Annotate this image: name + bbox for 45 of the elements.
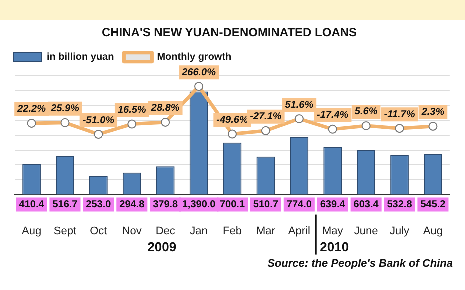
x-tick-label: Sept: [54, 225, 77, 238]
source-note: Source: the People's Bank of China: [268, 258, 453, 270]
x-tick-label: May: [322, 225, 344, 238]
x-tick-label: Dec: [156, 225, 176, 238]
data-label: 253.0: [86, 200, 112, 211]
data-label: 22.2%: [16, 104, 46, 116]
legend-label: Monthly growth: [157, 52, 232, 64]
x-tick-label: Oct: [90, 225, 108, 238]
data-label: 532.8: [387, 200, 413, 211]
x-tick-label: July: [390, 225, 410, 238]
data-label: 774.0: [286, 200, 312, 211]
data-label: 2.3%: [420, 107, 445, 118]
text: 2010: [320, 239, 350, 254]
data-label: 28.8%: [150, 103, 180, 114]
text: 2009: [148, 239, 177, 254]
data-label: 639.4: [320, 200, 346, 211]
x-tick-label: Jan: [190, 225, 208, 238]
data-label: 294.8: [120, 200, 146, 211]
data-label: 410.4: [19, 200, 45, 211]
x-tick-label: April: [288, 225, 310, 238]
data-label: 516.7: [52, 200, 78, 211]
data-label: 5.6%: [354, 106, 378, 118]
data-label: -27.1%: [250, 112, 282, 123]
x-tick-label: Feb: [223, 225, 242, 238]
data-label: 51.6%: [285, 100, 314, 111]
data-label: 1,390.0: [182, 200, 216, 211]
data-label: 700.1: [220, 200, 246, 211]
data-label: -17.4%: [317, 110, 349, 122]
data-label: 603.4: [354, 200, 380, 211]
x-tick-label: Aug: [22, 225, 42, 238]
data-label: 510.7: [253, 200, 279, 211]
chart-title: CHINA'S NEW YUAN-DENOMINATED LOANS: [102, 26, 358, 40]
x-tick-label: June: [354, 225, 378, 238]
data-label: 266.0%: [181, 67, 216, 78]
data-label: -51.0%: [82, 115, 115, 126]
legend-label: in billion yuan: [47, 52, 114, 64]
data-label: 16.5%: [118, 105, 146, 116]
data-label: -49.6%: [216, 115, 248, 126]
data-label: -11.7%: [384, 109, 416, 120]
data-label: 545.2: [420, 200, 446, 211]
x-tick-label: Nov: [122, 225, 142, 238]
x-tick-label: Aug: [423, 225, 444, 238]
data-label: 379.8: [153, 200, 179, 211]
data-label: 25.9%: [50, 104, 80, 115]
x-tick-label: Mar: [256, 225, 276, 238]
